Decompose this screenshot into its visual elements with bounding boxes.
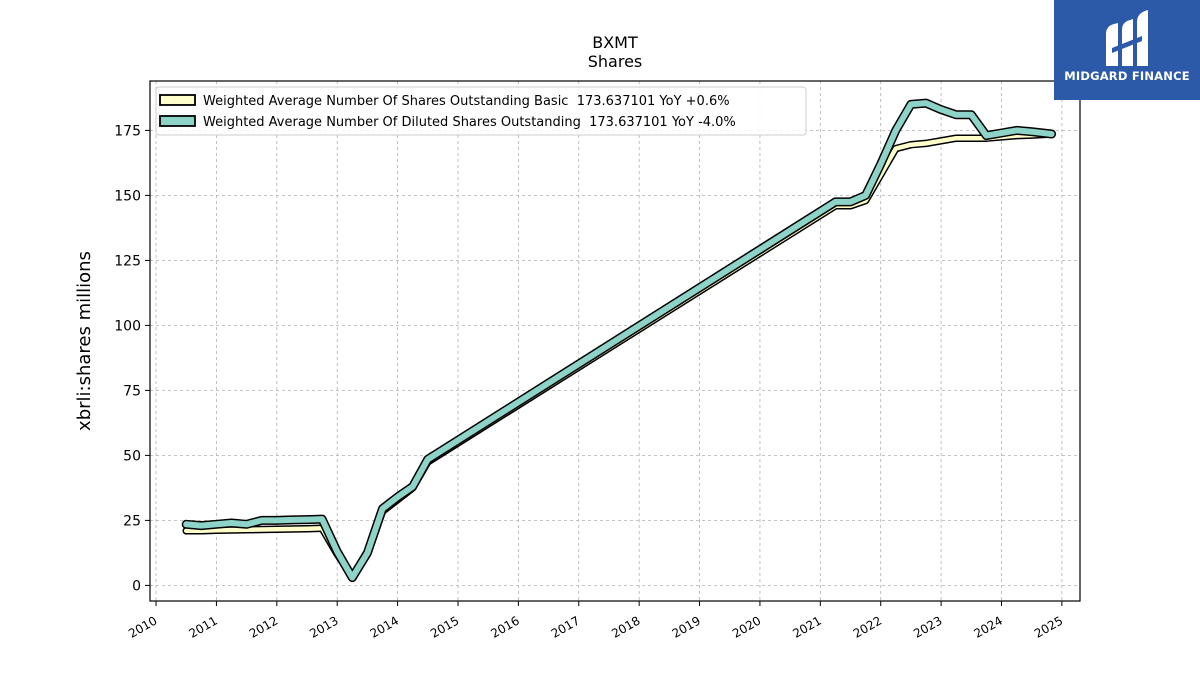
legend-label: Weighted Average Number Of Diluted Share…: [203, 115, 736, 130]
logo-text: MIDGARD FINANCE: [1064, 69, 1190, 83]
legend-label: Weighted Average Number Of Shares Outsta…: [203, 94, 730, 109]
chart-title: BXMT: [592, 33, 638, 52]
x-tick-label: 2021: [790, 613, 823, 640]
plot-frame: [149, 80, 1081, 602]
x-tick-label: 2018: [609, 613, 642, 640]
x-tick-label: 2014: [368, 613, 401, 640]
series-line-diluted: [183, 100, 1055, 581]
legend-box: [155, 86, 807, 136]
x-tick-label: 2013: [307, 613, 340, 640]
grid-lines: [150, 81, 1080, 601]
series-line-outline: [182, 130, 1056, 581]
midgard-finance-logo: MIDGARD FINANCE: [1054, 0, 1200, 100]
midgard-logo-icon: [1106, 10, 1148, 66]
x-tick-label: 2010: [126, 613, 159, 640]
y-tick-label: 0: [132, 578, 141, 594]
axis-ticks: 2010 2011 2012 2013 2014 2015 2016 2017 2018 2019…: [114, 123, 1065, 640]
x-tick-label: 2022: [851, 613, 884, 640]
x-tick-label: 2011: [186, 613, 219, 640]
legend: Weighted Average Number Of Shares Outsta…: [155, 86, 807, 136]
series-line-basic: [183, 131, 1054, 579]
x-tick-label: 2020: [730, 613, 763, 640]
x-tick-label: 2024: [972, 613, 1005, 640]
x-tick-label: 2019: [670, 613, 703, 640]
legend-swatch: [159, 94, 196, 106]
x-tick-label: 2016: [488, 613, 521, 640]
y-axis-label: xbrli:shares millions: [74, 251, 95, 431]
x-tick-label: 2012: [247, 613, 280, 640]
y-tick-label: 100: [114, 318, 141, 334]
y-tick-label: 25: [123, 513, 141, 529]
y-tick-label: 175: [114, 123, 141, 139]
y-tick-label: 150: [114, 188, 141, 204]
x-tick-label: 2025: [1032, 613, 1065, 640]
x-tick-label: 2023: [911, 613, 944, 640]
x-tick-label: 2017: [549, 613, 582, 640]
chart-subtitle: Shares: [588, 52, 643, 71]
y-tick-label: 50: [123, 448, 141, 464]
legend-swatch: [159, 115, 196, 127]
series-lines: [181, 98, 1057, 583]
x-tick-label: 2015: [428, 613, 461, 640]
y-tick-label: 125: [114, 253, 141, 269]
y-tick-label: 75: [123, 383, 141, 399]
